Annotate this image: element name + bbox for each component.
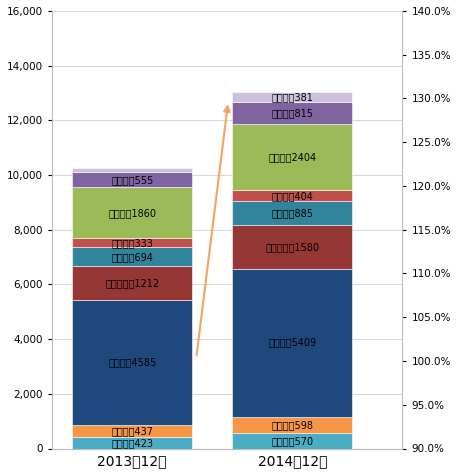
Text: 愛知県，694: 愛知県，694 [111,252,153,262]
Bar [232,433,352,448]
Text: 神奈川県，1212: 神奈川県，1212 [105,278,159,288]
Text: その他，381: その他，381 [272,92,313,102]
Text: 埼玉県，423: 埼玉県，423 [111,438,153,448]
Text: 大阪府，2404: 大阪府，2404 [268,152,316,162]
Text: 兵庫県，555: 兵庫県，555 [111,175,153,185]
Bar [232,124,352,190]
Bar [232,190,352,201]
Bar [72,247,192,266]
Bar [72,238,192,247]
Bar [232,269,352,417]
Text: 愛知県，885: 愛知県，885 [271,209,313,218]
Text: 千葉県，598: 千葉県，598 [271,420,313,430]
Bar [72,168,192,172]
Text: 東京都，4585: 東京都，4585 [108,357,156,367]
Text: 神奈川県，1580: 神奈川県，1580 [265,242,319,252]
Text: 東京都，5409: 東京都，5409 [268,338,316,348]
Text: 京都府，333: 京都府，333 [111,238,153,248]
Bar [232,92,352,102]
Bar [232,226,352,269]
Text: 大阪府，1860: 大阪府，1860 [108,208,156,218]
Bar [232,201,352,226]
Bar [72,172,192,188]
Bar [72,437,192,448]
Bar [72,425,192,437]
Bar [72,266,192,300]
Text: 兵庫県，815: 兵庫県，815 [271,108,313,118]
Bar [72,300,192,425]
Bar [232,417,352,433]
Text: 京都府，404: 京都府，404 [272,190,313,201]
Bar [72,188,192,238]
Text: 千葉県，437: 千葉県，437 [111,426,153,436]
Text: 埼玉県，570: 埼玉県，570 [271,436,313,446]
Bar [232,102,352,124]
